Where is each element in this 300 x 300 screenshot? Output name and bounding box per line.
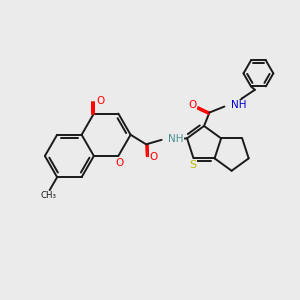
Text: S: S — [189, 160, 197, 170]
Text: O: O — [149, 152, 158, 162]
Text: O: O — [96, 96, 105, 106]
Text: NH: NH — [231, 100, 246, 110]
Text: NH: NH — [168, 134, 183, 144]
Text: CH₃: CH₃ — [40, 191, 56, 200]
Text: O: O — [189, 100, 197, 110]
Text: O: O — [115, 158, 123, 167]
